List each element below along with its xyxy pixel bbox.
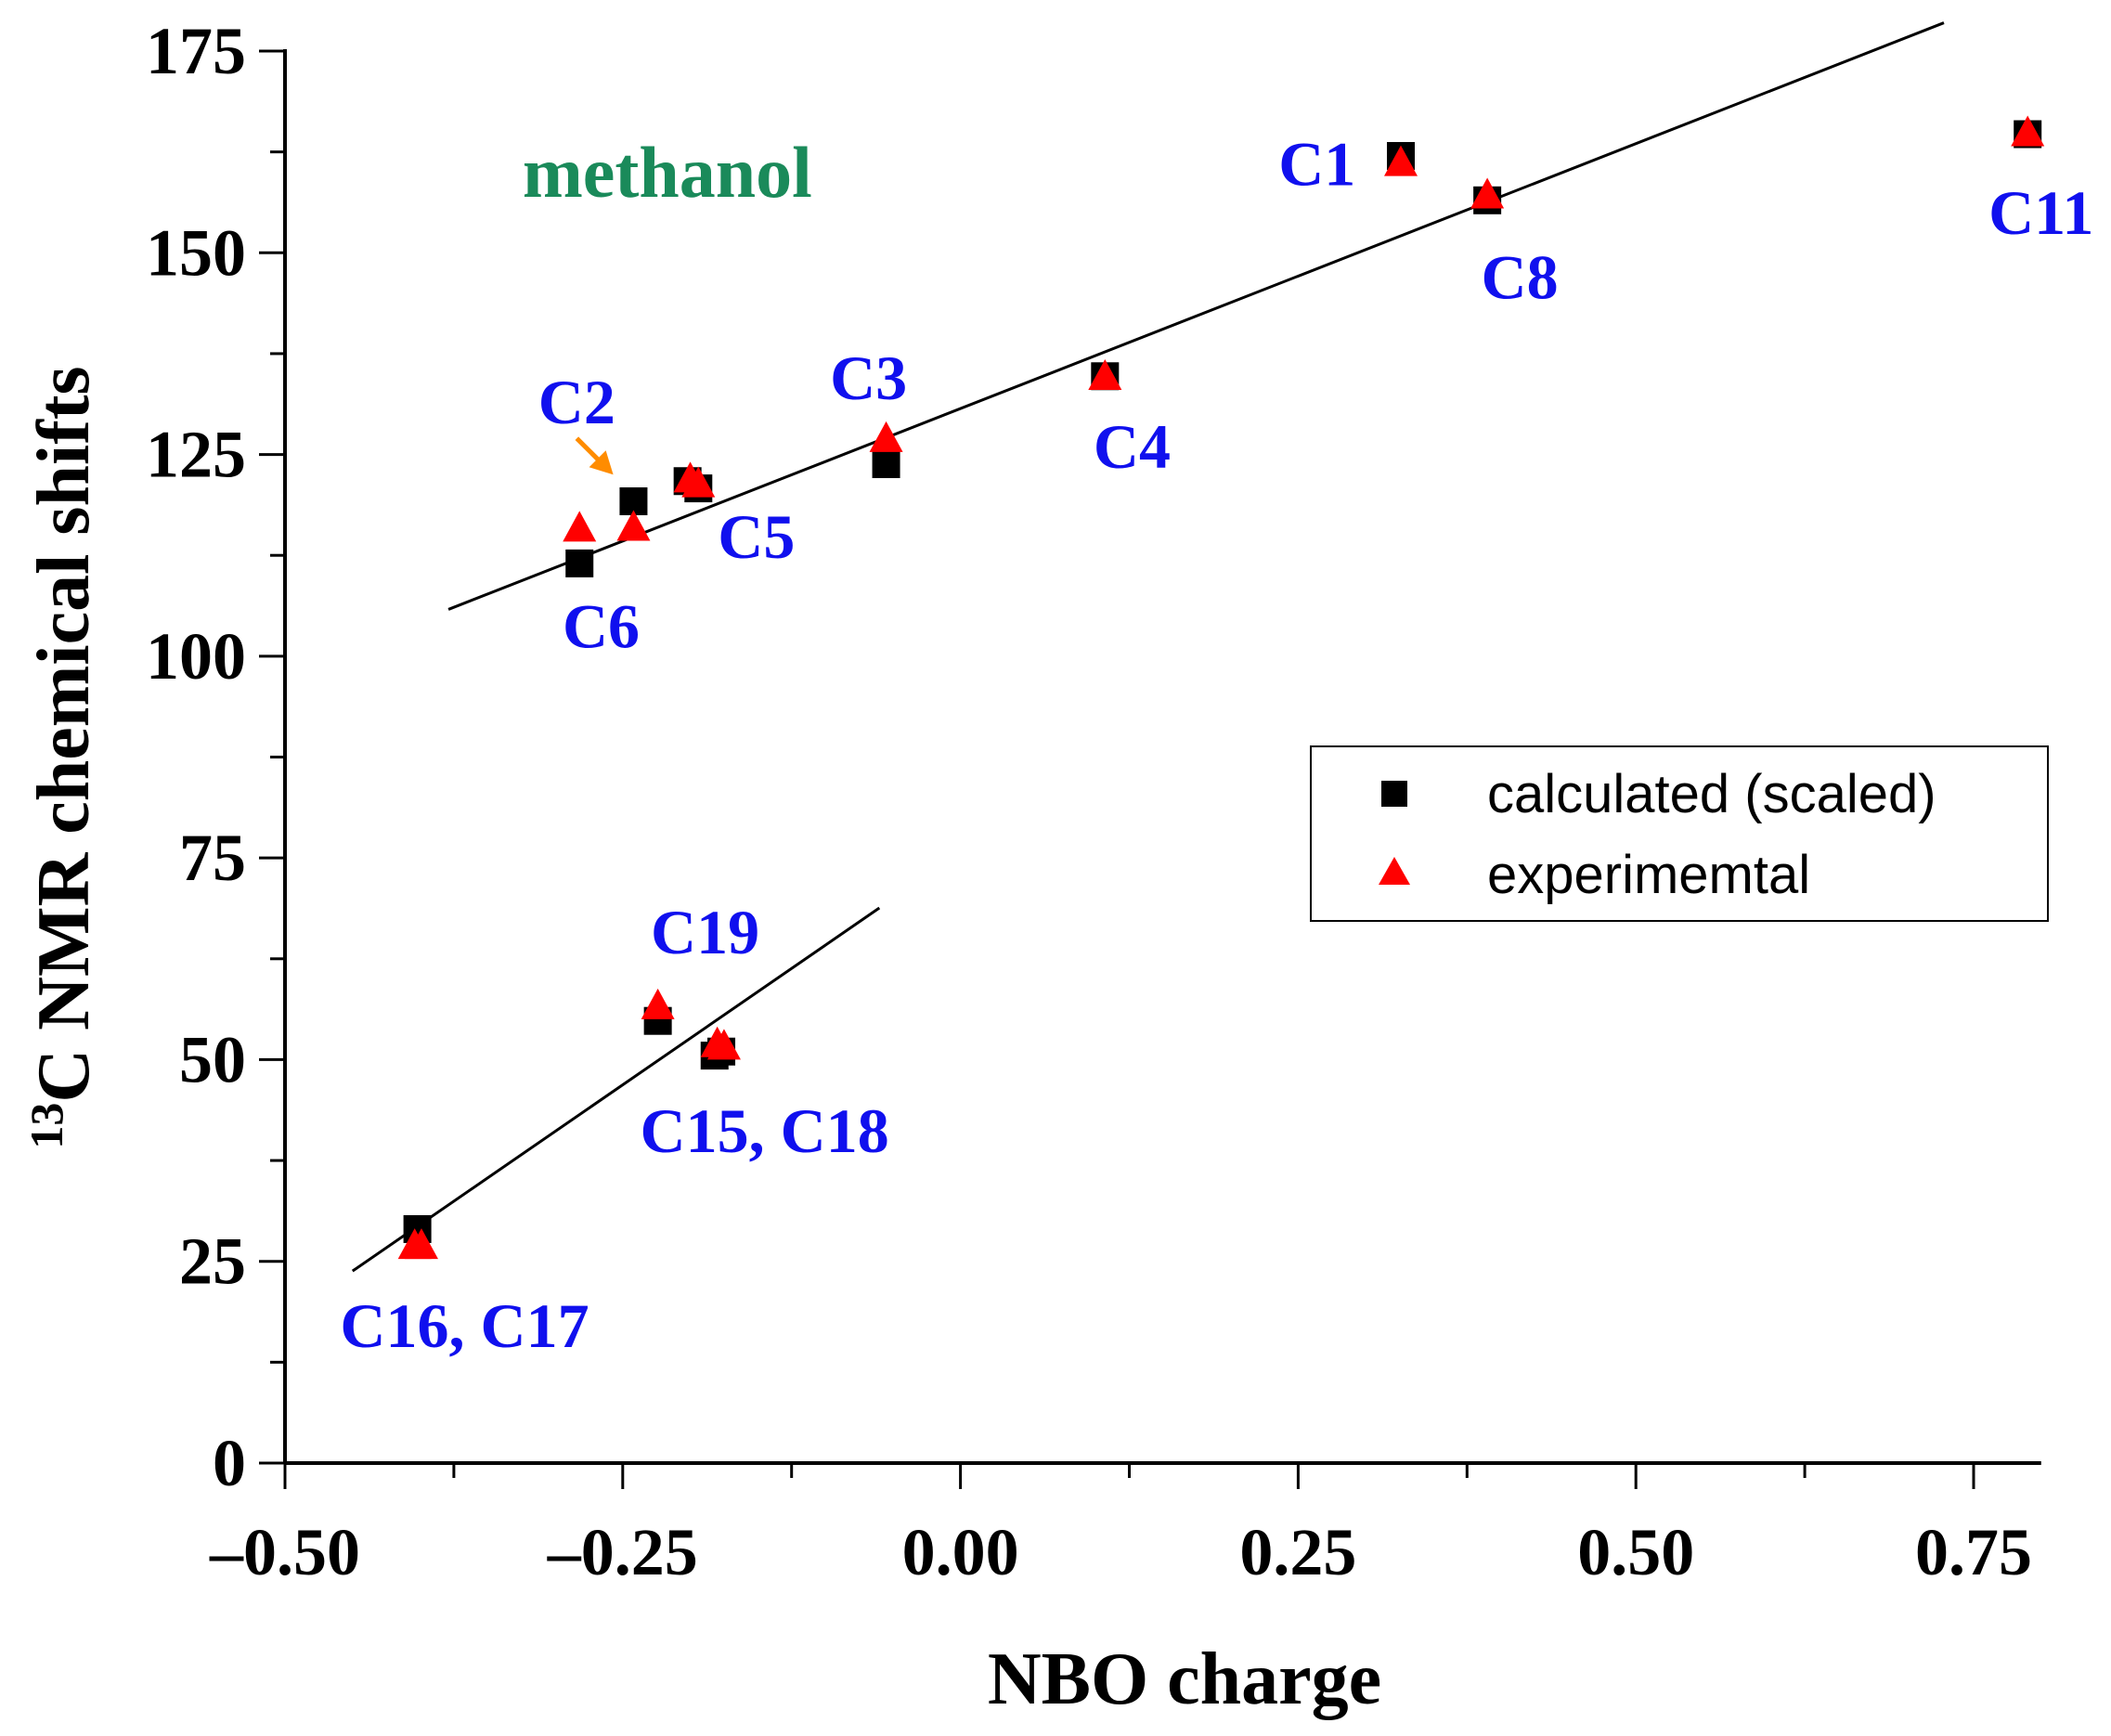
legend-marker-experimental — [1379, 857, 1410, 885]
experimental-point — [404, 1228, 438, 1260]
experimental-point — [563, 511, 597, 542]
y-tick-label: 25 — [179, 1224, 246, 1299]
y-tick-label: 150 — [146, 215, 246, 290]
c2-arrow-head-icon — [589, 450, 614, 475]
axes: –0.50 –0.25 0.00 0.25 0.50 0.75 0 25 50 75 100 125 1… — [146, 14, 2041, 1589]
fit-lines — [351, 21, 1945, 1273]
atom-label: C1 — [1278, 129, 1355, 200]
atom-label: C5 — [718, 501, 795, 572]
fit-line — [447, 21, 1945, 611]
experimental-point — [869, 421, 903, 452]
atom-label: C11 — [1988, 177, 2093, 248]
svg-text:13C NMR chemical shifts: 13C NMR chemical shifts — [20, 366, 105, 1148]
atom-label: C19 — [651, 897, 759, 967]
experimental-point — [1088, 359, 1122, 391]
x-tick-label: 0.25 — [1239, 1515, 1356, 1589]
atom-label: C3 — [830, 343, 907, 413]
atom-label: C16, C17 — [340, 1290, 589, 1361]
calculated-point — [565, 549, 594, 577]
experimental-point — [2011, 115, 2045, 147]
fit-line — [351, 906, 881, 1273]
experimental-point — [616, 510, 651, 541]
experimental-point — [641, 988, 675, 1019]
experimental-point — [1470, 177, 1505, 209]
y-tick-label: 100 — [146, 619, 246, 693]
legend-box — [1310, 745, 2049, 922]
experimental-point — [681, 466, 716, 498]
atom-label: C6 — [563, 591, 640, 662]
x-tick-label: –0.25 — [547, 1515, 698, 1589]
x-axis-label: NBO charge — [988, 1639, 1381, 1720]
data-points — [397, 115, 2045, 1260]
x-tick-label: –0.50 — [209, 1515, 360, 1589]
atom-label: C4 — [1094, 411, 1171, 482]
x-tick-label: 0.75 — [1915, 1515, 2032, 1589]
y-tick-label: 50 — [179, 1022, 246, 1096]
atom-label: C8 — [1481, 241, 1558, 312]
legend-label-calculated: calculated (scaled) — [1487, 764, 1936, 824]
y-tick-label: 75 — [179, 821, 246, 895]
solvent-label: methanol — [523, 132, 812, 213]
experimental-point — [1383, 145, 1418, 176]
y-axis-label-group: 13C NMR chemical shifts — [20, 366, 105, 1148]
legend: calculated (scaled) experimemtal — [1310, 745, 2049, 922]
x-tick-label: 0.00 — [902, 1515, 1019, 1589]
atom-label: C15, C18 — [640, 1095, 888, 1166]
y-axis-label-superscript: 13 — [20, 1103, 72, 1149]
legend-label-experimental: experimemtal — [1487, 845, 1810, 905]
x-tick-label: 0.50 — [1577, 1515, 1694, 1589]
annotations: C1 C8 C11 C2 C3 C4 C5 C6 C19 C15, C18 C16, C17 meth… — [340, 129, 2093, 1362]
legend-marker-calculated — [1381, 781, 1407, 807]
y-tick-label: 0 — [213, 1426, 246, 1500]
y-axis-label: C NMR chemical shifts — [23, 366, 105, 1102]
y-tick-label: 175 — [146, 14, 246, 88]
atom-label: C2 — [538, 367, 615, 437]
experimental-point — [706, 1029, 741, 1060]
y-tick-label: 125 — [146, 418, 246, 492]
calculated-point — [872, 450, 900, 479]
